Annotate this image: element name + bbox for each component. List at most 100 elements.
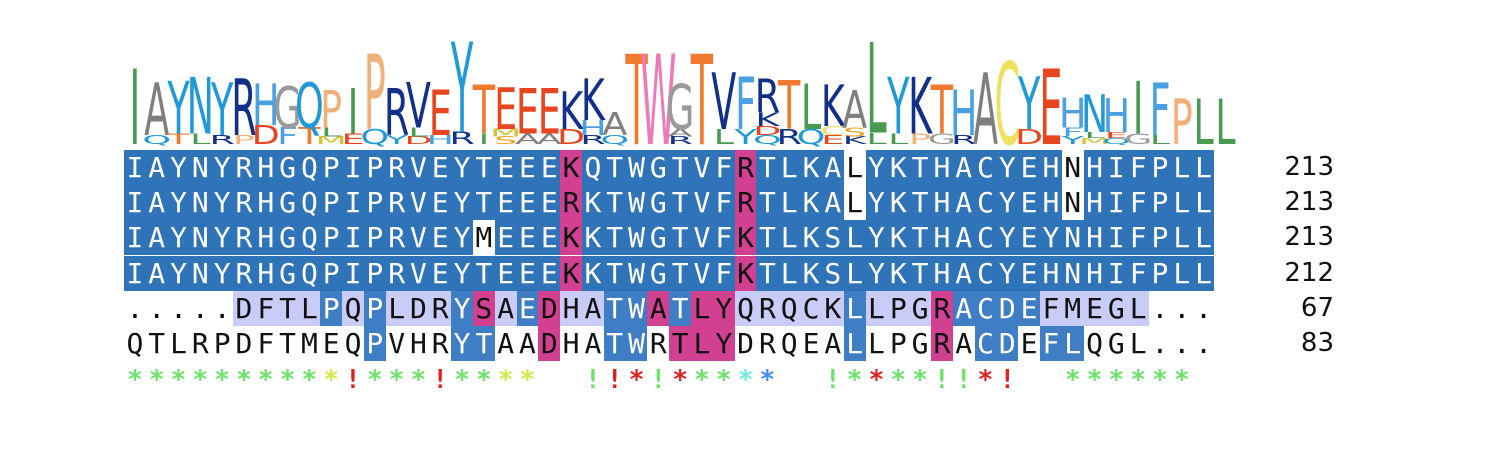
logo-letter: T xyxy=(777,67,801,145)
residue-cell: L xyxy=(843,326,866,361)
logo-letter: R xyxy=(209,133,234,147)
residue-cell: C xyxy=(974,255,997,291)
residue-cell: W xyxy=(625,255,648,291)
conservation-symbol: * xyxy=(1152,365,1168,396)
residue-cell: R xyxy=(756,290,779,326)
residue-cell: P xyxy=(363,220,386,256)
residue-cell: A xyxy=(952,290,975,326)
residue-count: 213 xyxy=(1284,152,1334,182)
residue-cell: T xyxy=(669,185,692,221)
residue-cell: E xyxy=(1018,185,1040,221)
residue-cell: H xyxy=(930,150,953,185)
residue-cell: V xyxy=(691,220,713,256)
conservation-symbol: * xyxy=(846,365,863,396)
residue-cell: H xyxy=(562,327,580,360)
residue-cell: L xyxy=(1192,150,1215,185)
logo-letter: R xyxy=(776,125,801,149)
residue-cell: S xyxy=(472,290,495,326)
residue-count: 212 xyxy=(1284,257,1334,288)
residue-cell: R xyxy=(191,327,209,360)
residue-cell: R xyxy=(560,185,582,221)
logo-letter: P xyxy=(909,130,931,147)
logo-letter: I xyxy=(348,77,359,149)
residue-cell: A xyxy=(494,290,517,326)
residue-cell: A xyxy=(952,220,975,256)
residue-cell: Y xyxy=(996,185,1019,221)
residue-cell: E xyxy=(1018,290,1040,326)
residue-cell: Y xyxy=(996,255,1019,291)
logo-letter: L xyxy=(1150,133,1171,147)
conservation-symbol xyxy=(538,365,560,395)
residue-cell: R xyxy=(734,150,757,185)
conservation-symbol: ! xyxy=(606,365,623,396)
logo-letter: G xyxy=(928,130,956,147)
residue-cell: C xyxy=(974,290,997,326)
residue-cell: E xyxy=(1018,255,1040,291)
residue-cell: I xyxy=(124,185,146,221)
conservation-symbol: ! xyxy=(432,365,449,396)
residue-cell: Y xyxy=(451,290,473,326)
logo-letter: Q xyxy=(1102,137,1131,147)
logo-letter: R xyxy=(449,129,474,148)
residue-cell: E xyxy=(429,255,452,291)
logo-letter: E xyxy=(821,133,844,147)
residue-cell: Q xyxy=(780,327,798,360)
residue-cell: T xyxy=(669,255,692,291)
residue-cell: V xyxy=(407,150,430,185)
residue-cell: N xyxy=(1061,255,1084,291)
residue-cell: L xyxy=(691,326,713,361)
residue-cell: T xyxy=(603,185,626,221)
residue-cell: K xyxy=(887,150,910,185)
residue-cell: Q xyxy=(298,255,321,291)
logo-letter: W xyxy=(640,29,676,150)
residue-cell: C xyxy=(800,290,822,326)
residue-cell: V xyxy=(407,255,430,291)
residue-cell: V xyxy=(407,185,430,221)
residue-cell: E xyxy=(516,290,539,326)
residue-cell: L xyxy=(1192,255,1215,291)
residue-cell: R xyxy=(233,220,255,256)
conservation-symbol: * xyxy=(694,365,710,396)
residue-cell: T xyxy=(472,326,495,361)
conservation-symbol: * xyxy=(628,365,645,396)
residue-cell: D xyxy=(538,326,561,361)
conservation-symbol xyxy=(1040,365,1062,395)
residue-cell: K xyxy=(800,255,822,291)
conservation-symbol: * xyxy=(519,365,536,396)
logo-letter: F xyxy=(277,124,298,150)
conservation-symbol: * xyxy=(977,365,994,396)
logo-letter: R xyxy=(384,77,409,150)
residue-cell: F xyxy=(1127,185,1150,221)
residue-cell: E xyxy=(538,220,561,256)
logo-letter: R xyxy=(951,133,976,147)
conservation-symbol: * xyxy=(1086,365,1103,396)
residue-cell: . xyxy=(1173,291,1191,325)
residue-cell: A xyxy=(821,150,844,185)
residue-cell: I xyxy=(342,255,364,291)
residue-cell: V xyxy=(388,327,406,360)
residue-cell: D xyxy=(996,290,1019,326)
residue-cell: A xyxy=(952,255,975,291)
conservation-symbol: * xyxy=(890,365,907,396)
residue-cell: E xyxy=(1083,290,1106,326)
residue-cell: Q xyxy=(344,327,362,360)
conservation-symbol: * xyxy=(127,365,143,396)
conservation-symbol: * xyxy=(476,365,492,396)
residue-cell: T xyxy=(756,150,779,185)
residue-cell: E xyxy=(538,255,561,291)
residue-cell: H xyxy=(1083,220,1106,256)
residue-cell: F xyxy=(712,255,735,291)
residue-cell: L xyxy=(1192,185,1215,221)
logo-letter: M xyxy=(315,135,347,147)
residue-cell: A xyxy=(145,255,168,291)
residue-cell: Y xyxy=(451,185,473,221)
logo-letter: T xyxy=(472,71,496,149)
residue-cell: Y xyxy=(167,185,190,221)
residue-cell: Y xyxy=(996,150,1019,185)
residue-cell: D xyxy=(233,290,255,326)
residue-cell: S xyxy=(821,220,844,256)
residue-cell: V xyxy=(691,185,713,221)
logo-letter: Y xyxy=(450,17,473,150)
residue-cell: M xyxy=(472,220,495,256)
residue-cell: E xyxy=(538,185,561,221)
